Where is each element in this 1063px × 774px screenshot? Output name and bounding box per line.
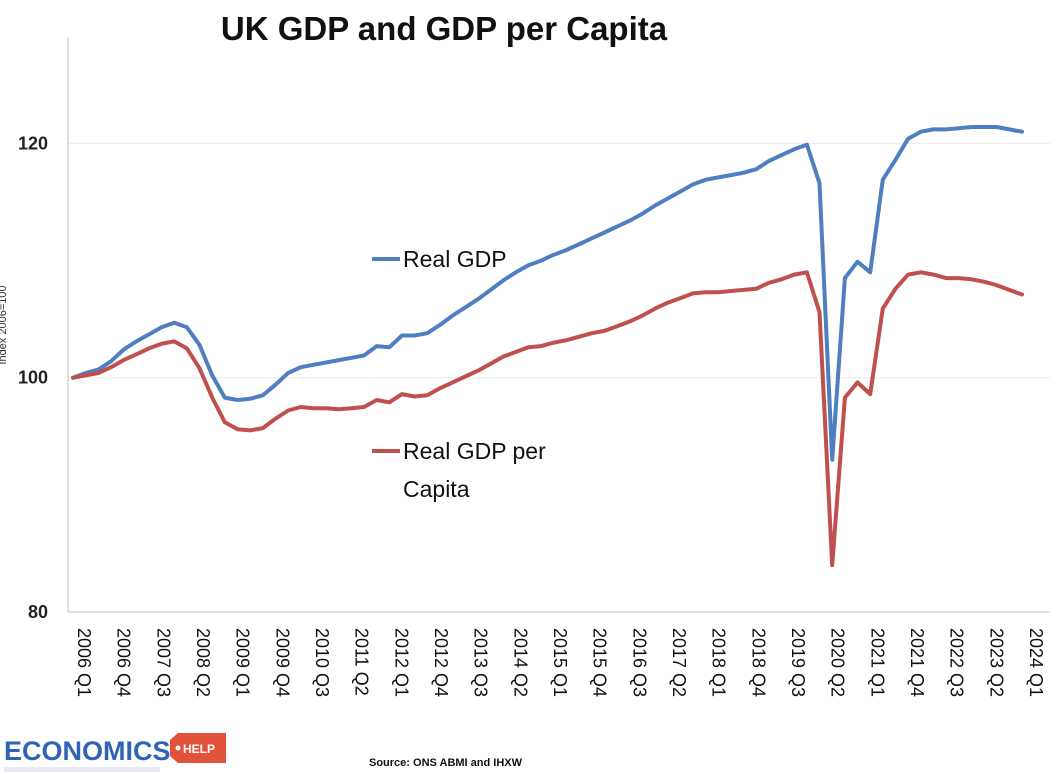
- source-note: Source: ONS ABMI and IHXW: [369, 757, 523, 769]
- y-axis-label: Index 2006=100: [0, 285, 9, 364]
- x-tick-label: 2017 Q2: [669, 628, 689, 697]
- x-tick-label: 2015 Q1: [550, 628, 570, 697]
- x-tick-label: 2020 Q2: [828, 628, 848, 697]
- logo-tag-badge-icon: [170, 733, 226, 763]
- series-line-real-gdp-per-capita: [71, 270, 1024, 568]
- x-tick-label: 2019 Q3: [788, 628, 808, 697]
- y-tick-label-120: 120: [18, 133, 48, 153]
- x-tick-label: 2022 Q3: [947, 628, 967, 697]
- x-tick-label: 2009 Q4: [272, 628, 292, 697]
- legend: Real GDP Real GDP per Capita: [372, 246, 546, 502]
- x-tick-label: 2016 Q3: [629, 628, 649, 697]
- x-tick-label: 2021 Q4: [907, 628, 927, 697]
- y-tick-label-100: 100: [18, 368, 48, 388]
- x-tick-label: 2007 Q3: [153, 628, 173, 697]
- x-tick-label: 2012 Q4: [431, 628, 451, 697]
- chart-title: UK GDP and GDP per Capita: [221, 10, 668, 47]
- economics-help-logo: ECONOMICS HELP: [4, 733, 226, 772]
- legend-label-real-gdp-per-capita-line1: Real GDP per: [403, 438, 546, 464]
- series-line-real-gdp: [71, 125, 1024, 462]
- y-tick-label-80: 80: [28, 602, 48, 622]
- logo-badge-text: HELP: [183, 742, 215, 756]
- logo-wordmark: ECONOMICS: [4, 736, 171, 766]
- x-tick-label: 2018 Q1: [709, 628, 729, 697]
- legend-label-real-gdp: Real GDP: [403, 246, 507, 272]
- series-lines: [71, 125, 1024, 568]
- x-tick-label: 2011 Q2: [352, 628, 372, 696]
- logo-tagline-strip: [4, 767, 160, 772]
- x-tick-label: 2014 Q2: [510, 628, 530, 697]
- gridlines: [68, 142, 1050, 379]
- x-tick-label: 2009 Q1: [233, 628, 253, 697]
- x-tick-label: 2013 Q3: [471, 628, 491, 697]
- x-tick-label: 2015 Q4: [590, 628, 610, 697]
- x-tick-label: 2024 Q1: [1026, 628, 1046, 697]
- x-tick-label: 2018 Q4: [748, 628, 768, 697]
- x-tick-label: 2023 Q2: [986, 628, 1006, 697]
- x-tick-label: 2021 Q1: [867, 628, 887, 697]
- y-tick-labels: 80 100 120: [18, 133, 48, 622]
- legend-label-real-gdp-per-capita-line2: Capita: [403, 476, 470, 502]
- logo-tag-hole-icon: [175, 745, 181, 751]
- x-tick-label: 2008 Q2: [193, 628, 213, 697]
- x-tick-label: 2012 Q1: [391, 628, 411, 697]
- x-tick-label: 2010 Q3: [312, 628, 332, 697]
- x-tick-label: 2006 Q4: [114, 628, 134, 697]
- x-tick-labels: 2006 Q1 2006 Q4 2007 Q3 2008 Q2 2009 Q1 2009 …: [74, 628, 1046, 697]
- x-tick-label: 2006 Q1: [74, 628, 94, 697]
